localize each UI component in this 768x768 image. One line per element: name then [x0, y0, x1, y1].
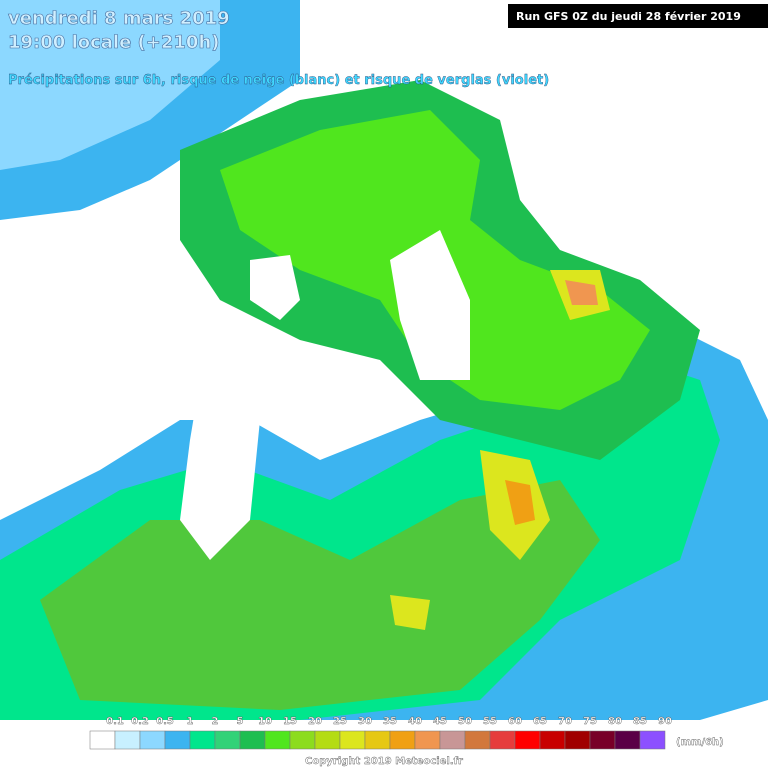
subtitle: Précipitations sur 6h, risque de neige (…	[8, 73, 549, 88]
legend-swatch	[614, 730, 641, 750]
legend-swatch	[164, 730, 191, 750]
legend-label: 65	[533, 716, 547, 727]
legend-swatch	[314, 730, 341, 750]
legend-swatch	[539, 730, 566, 750]
time-label: 19:00 locale (+210h)	[8, 32, 219, 53]
legend-swatch	[114, 730, 141, 750]
run-box	[508, 4, 768, 28]
legend-label: 0.2	[131, 716, 149, 727]
legend-label: 1	[187, 716, 194, 727]
legend-label: 70	[558, 716, 572, 727]
legend-swatch	[339, 730, 366, 750]
legend-swatch	[439, 730, 466, 750]
legend-label: 10	[258, 716, 272, 727]
legend-label: 55	[483, 716, 497, 727]
legend-swatch	[514, 730, 541, 750]
legend-label: 60	[508, 716, 522, 727]
legend-swatch	[139, 730, 166, 750]
legend-unit: (mm/6h)	[676, 737, 724, 748]
legend-label: 15	[283, 716, 297, 727]
legend-swatch	[364, 730, 391, 750]
legend-swatch	[264, 730, 291, 750]
legend-label: 35	[383, 716, 397, 727]
legend-label: 25	[333, 716, 347, 727]
legend-label: 90	[658, 716, 672, 727]
legend: 0.1 0.2 0.5 1 2 5 10 15 20 25 30 35 40 45 50 55 60 65 70 75…	[89, 716, 672, 750]
legend-swatch	[564, 730, 591, 750]
legend-label: 30	[358, 716, 372, 727]
legend-label: 75	[583, 716, 597, 727]
legend-swatch	[239, 730, 266, 750]
legend-label: 85	[633, 716, 647, 727]
copyright: Copyright 2019 Meteociel.fr	[305, 756, 463, 767]
legend-swatch	[489, 730, 516, 750]
legend-swatch	[214, 730, 241, 750]
legend-swatch	[189, 730, 216, 750]
legend-label: 2	[212, 716, 219, 727]
date-label: vendredi 8 mars 2019	[8, 8, 230, 29]
legend-label: 5	[237, 716, 244, 727]
legend-swatch	[89, 730, 116, 750]
legend-label: 40	[408, 716, 422, 727]
legend-label: 80	[608, 716, 622, 727]
legend-swatch	[639, 730, 666, 750]
legend-label: 0.1	[106, 716, 124, 727]
legend-label: 0.5	[156, 716, 174, 727]
legend-label: 45	[433, 716, 447, 727]
legend-swatch	[289, 730, 316, 750]
legend-swatch	[414, 730, 441, 750]
precipitation-fields	[0, 0, 768, 720]
legend-swatch	[389, 730, 416, 750]
run-label: Run GFS 0Z du jeudi 28 février 2019	[516, 10, 741, 23]
legend-swatch	[464, 730, 491, 750]
legend-label: 50	[458, 716, 472, 727]
legend-swatch	[589, 730, 616, 750]
legend-label: 20	[308, 716, 322, 727]
